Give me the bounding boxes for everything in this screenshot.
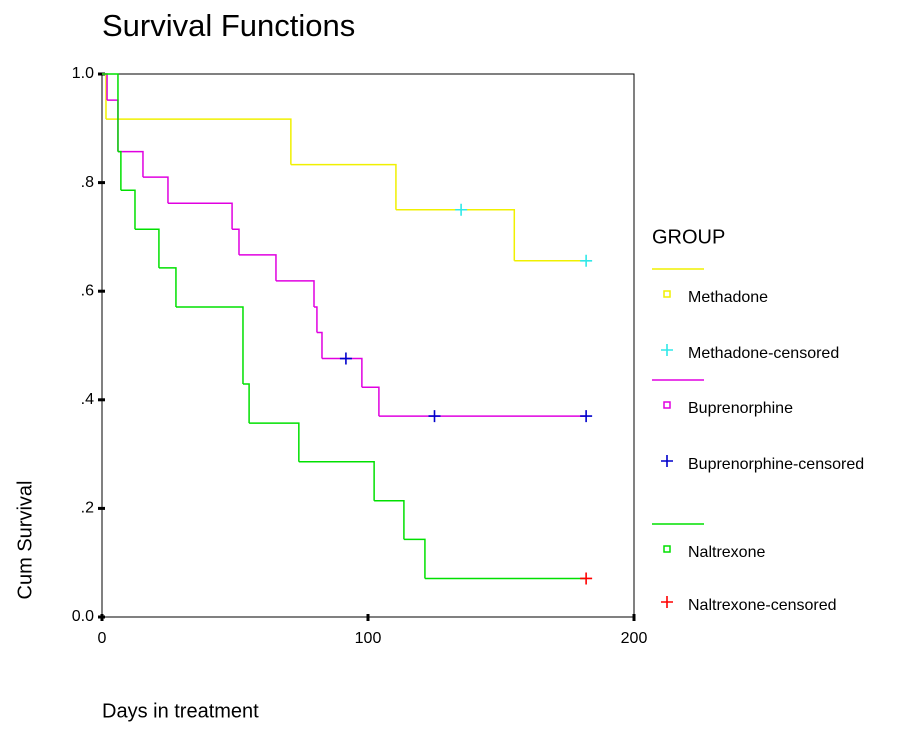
legend-swatch bbox=[661, 596, 673, 608]
censored-mark bbox=[428, 410, 441, 423]
survival-step bbox=[374, 500, 405, 540]
legend-label: Buprenorphine bbox=[688, 400, 793, 417]
y-tick-label: 0.0 bbox=[72, 608, 94, 625]
legend-swatch bbox=[663, 401, 671, 409]
legend-title: GROUP bbox=[652, 226, 725, 248]
legend-label: Naltrexone-censored bbox=[688, 597, 837, 614]
survival-step bbox=[102, 73, 119, 152]
legend-label: Naltrexone bbox=[688, 544, 765, 561]
censored-mark bbox=[580, 410, 593, 423]
censored-mark bbox=[455, 203, 468, 216]
y-tick-label: .2 bbox=[81, 500, 94, 517]
survival-step bbox=[167, 202, 233, 230]
survival-step bbox=[249, 422, 300, 462]
y-axis-label: Cum Survival bbox=[14, 481, 36, 600]
legend-label: Buprenorphine-censored bbox=[688, 456, 864, 473]
x-axis-label: Days in treatment bbox=[102, 700, 259, 722]
x-tick-label: 100 bbox=[355, 630, 382, 647]
survival-step bbox=[134, 228, 160, 268]
y-tick-label: 1.0 bbox=[72, 65, 94, 82]
legend-label: Methadone bbox=[688, 289, 768, 306]
survival-step bbox=[175, 306, 244, 385]
censored-mark bbox=[580, 254, 593, 267]
x-tick-label: 200 bbox=[621, 630, 648, 647]
survival-step bbox=[158, 267, 177, 307]
survival-step bbox=[361, 386, 380, 417]
legend-label: Methadone-censored bbox=[688, 345, 839, 362]
survival-step bbox=[321, 357, 363, 388]
survival-step bbox=[290, 163, 397, 210]
legend-swatch bbox=[661, 455, 673, 467]
legend-swatch bbox=[661, 344, 673, 356]
legend-swatch bbox=[663, 545, 671, 553]
legend-swatch bbox=[663, 290, 671, 298]
x-tick-label: 0 bbox=[98, 630, 107, 647]
censored-mark bbox=[580, 572, 593, 585]
plot-frame bbox=[101, 73, 635, 618]
y-tick-label: .8 bbox=[81, 174, 94, 191]
survival-step bbox=[142, 176, 169, 204]
survival-step bbox=[105, 118, 292, 165]
censored-mark bbox=[339, 352, 352, 365]
survival-step bbox=[242, 383, 250, 424]
survival-step bbox=[314, 306, 318, 333]
chart-title: Survival Functions bbox=[102, 8, 355, 43]
survival-step bbox=[316, 331, 323, 359]
y-tick-label: .4 bbox=[81, 391, 94, 408]
survival-step bbox=[395, 209, 516, 261]
survival-step bbox=[403, 538, 426, 579]
survival-step bbox=[298, 460, 375, 501]
survival-step bbox=[107, 99, 119, 152]
survival-step bbox=[232, 228, 240, 255]
survival-step bbox=[120, 189, 136, 230]
survival-step bbox=[117, 150, 144, 178]
survival-step bbox=[102, 73, 107, 120]
survival-step bbox=[117, 150, 122, 191]
y-tick-label: .6 bbox=[81, 282, 94, 299]
survival-step bbox=[238, 254, 277, 281]
survival-step bbox=[275, 280, 315, 307]
